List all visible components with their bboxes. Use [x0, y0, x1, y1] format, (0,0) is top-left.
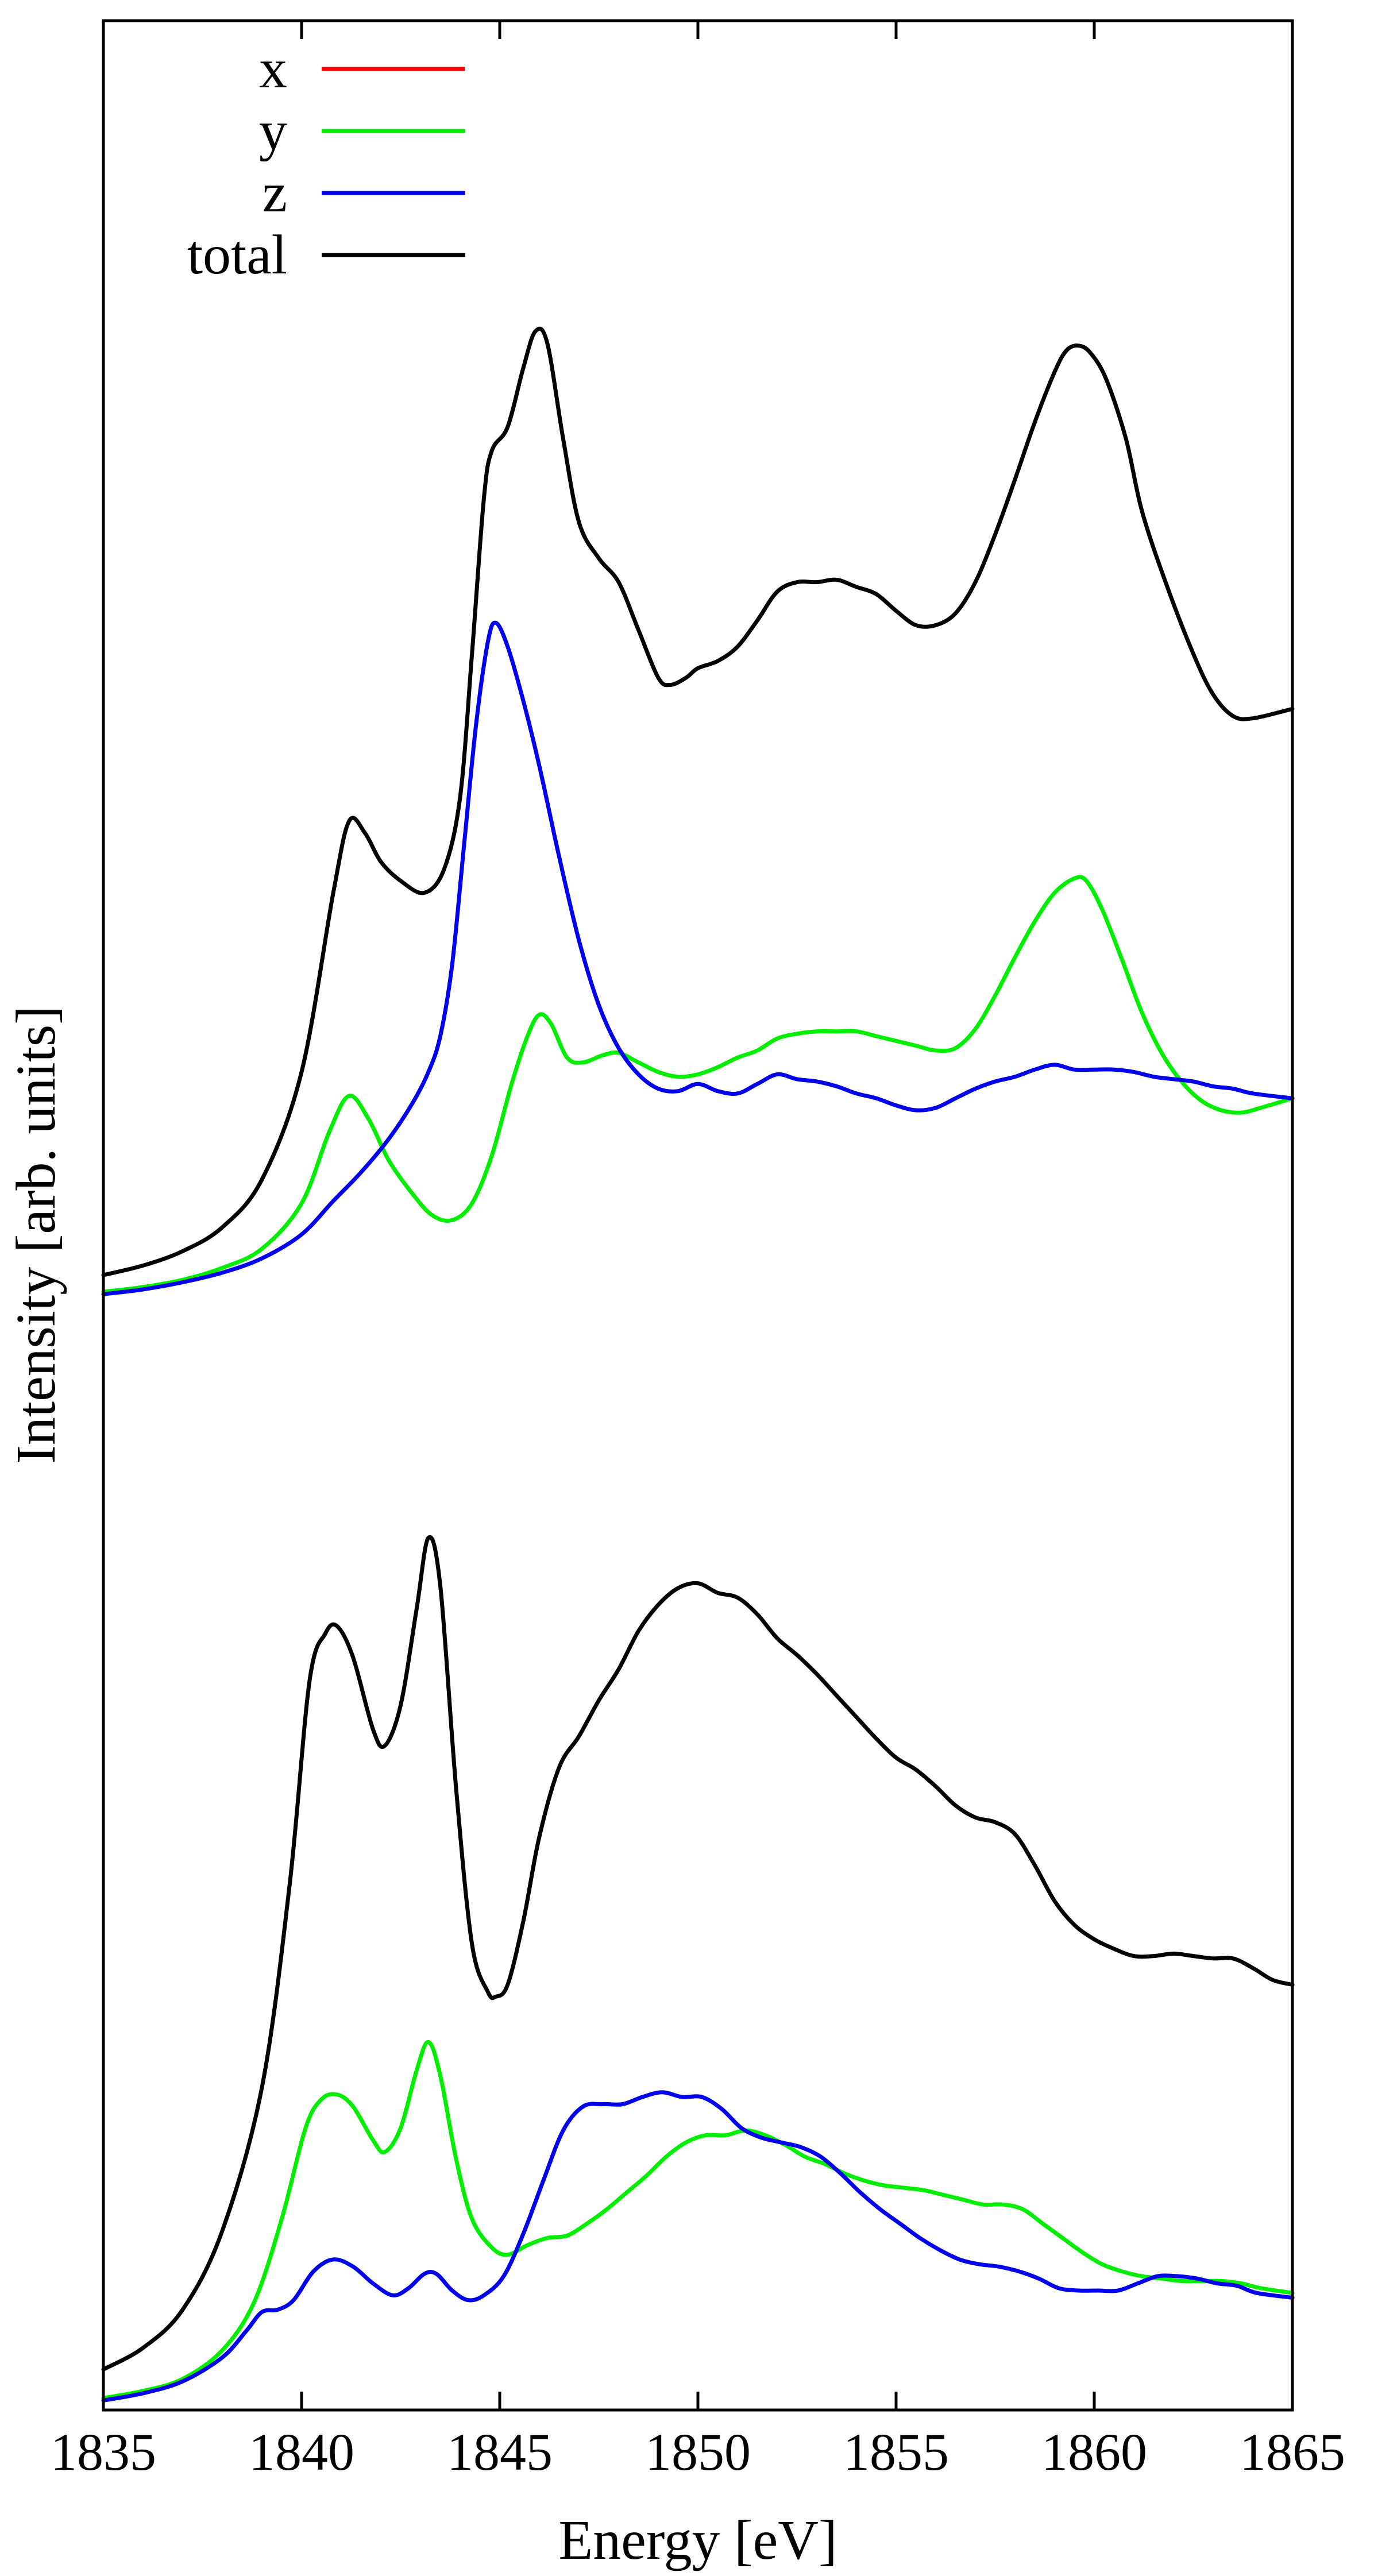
x-axis-ticks: 1835 1840 1845 1850 1855 1860 1865 — [51, 21, 1345, 2481]
x-tick-label-1855: 1855 — [843, 2423, 949, 2481]
x-axis-title: Energy [eV] — [558, 2509, 837, 2571]
y-axis-title: Intensity [arb. units] — [5, 1006, 67, 1463]
legend-label-x: x — [259, 38, 287, 100]
upper-series-y-line — [101, 875, 1295, 1294]
x-tick-label-1865: 1865 — [1240, 2423, 1345, 2481]
lower-series-y-line — [101, 2040, 1295, 2400]
plot-frame — [102, 19, 1294, 2412]
upper-series-z-line — [101, 620, 1295, 1296]
legend-label-z: z — [263, 162, 288, 224]
x-tick-label-1850: 1850 — [645, 2423, 751, 2481]
legend-label-y: y — [259, 100, 287, 162]
plot-curves — [101, 326, 1295, 2403]
lower-series-z-line — [101, 2090, 1295, 2403]
x-tick-label-1840: 1840 — [249, 2423, 354, 2481]
x-tick-label-1835: 1835 — [51, 2423, 156, 2481]
upper-series-total-line — [101, 326, 1295, 1277]
x-tick-label-1860: 1860 — [1041, 2423, 1147, 2481]
lower-series-total-line — [101, 1535, 1295, 2372]
x-tick-label-1845: 1845 — [447, 2423, 553, 2481]
legend-label-total: total — [187, 224, 287, 286]
